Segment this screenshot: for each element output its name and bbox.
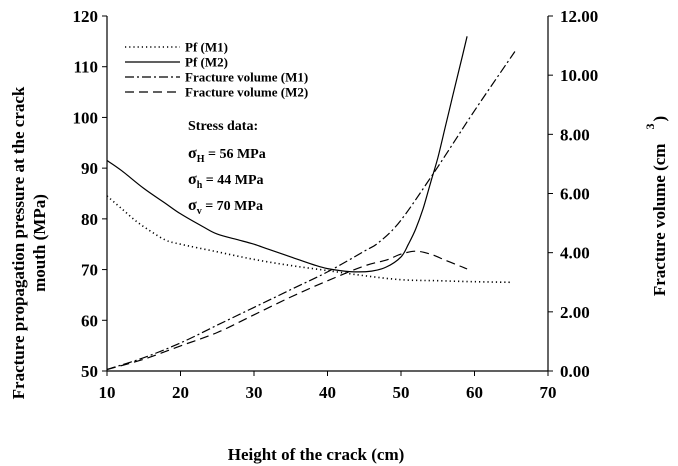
legend-label: Fracture volume (M1) bbox=[185, 70, 308, 85]
y-axis-left-title-line2: mouth (MPa) bbox=[30, 194, 49, 292]
y-right-tick-label: 6.00 bbox=[560, 185, 590, 204]
y-axis-left-title-line1: Fracture propagation pressure at the cra… bbox=[9, 86, 28, 399]
y-right-tick-label: 12.00 bbox=[560, 7, 598, 26]
fracture-volume-m2-line bbox=[106, 250, 468, 371]
x-tick-label: 10 bbox=[99, 383, 116, 402]
y-left-tick-label: 80 bbox=[81, 210, 98, 229]
y-right-tick-label: 2.00 bbox=[560, 303, 590, 322]
y-left-tick-label: 120 bbox=[73, 7, 99, 26]
annotation-stress-line: σH = 56 MPa bbox=[188, 145, 266, 165]
x-tick-label: 60 bbox=[466, 383, 483, 402]
y-right-tick-label: 0.00 bbox=[560, 362, 590, 381]
series-group bbox=[106, 36, 516, 371]
x-tick-label: 70 bbox=[540, 383, 557, 402]
x-tick-label: 40 bbox=[319, 383, 336, 402]
y-axis-right-title: Fracture volume (cm 3) bbox=[643, 116, 669, 296]
legend-label: Fracture volume (M2) bbox=[185, 85, 308, 100]
y-axis-right-title-text: Fracture volume (cm bbox=[650, 144, 669, 297]
y-right-tick-label: 4.00 bbox=[560, 244, 590, 263]
y-left-tick-label: 60 bbox=[81, 311, 98, 330]
y-left-tick-label: 90 bbox=[81, 159, 98, 178]
legend-label: Pf (M1) bbox=[185, 40, 228, 55]
axes-group: 10 20 30 40 50 60 70 50 60 70 80 90 100 110 120 0.00 2.0… bbox=[73, 7, 599, 402]
annotation-stress-line: σh = 44 MPa bbox=[188, 171, 264, 191]
y-left-tick-label: 50 bbox=[81, 362, 98, 381]
fracture-volume-m1-line bbox=[106, 51, 516, 371]
y-axis-right-title-sup: 3 bbox=[643, 124, 657, 130]
legend-label: Pf (M2) bbox=[185, 55, 228, 70]
x-axis-title: Height of the crack (cm) bbox=[228, 445, 405, 464]
pf-m1-line bbox=[106, 195, 512, 284]
y-left-tick-label: 100 bbox=[73, 108, 99, 127]
stress-annotations: Stress data: σH = 56 MPa σh = 44 MPa σv = … bbox=[188, 119, 266, 217]
y-right-tick-label: 8.00 bbox=[560, 125, 590, 144]
x-tick-label: 50 bbox=[393, 383, 410, 402]
legend: Pf (M1)Pf (M2)Fracture volume (M1)Fractu… bbox=[125, 40, 308, 100]
y-left-tick-label: 110 bbox=[73, 58, 98, 77]
y-right-tick-label: 10.00 bbox=[560, 66, 598, 85]
annotation-stress-line: σv = 70 MPa bbox=[188, 197, 263, 217]
y-left-tick-label: 70 bbox=[81, 261, 98, 280]
pf-m2-line bbox=[106, 36, 468, 273]
y-axis-right-title-close: ) bbox=[650, 116, 669, 122]
x-tick-label: 30 bbox=[246, 383, 263, 402]
annotation-heading: Stress data: bbox=[188, 119, 258, 134]
x-tick-label: 20 bbox=[172, 383, 189, 402]
